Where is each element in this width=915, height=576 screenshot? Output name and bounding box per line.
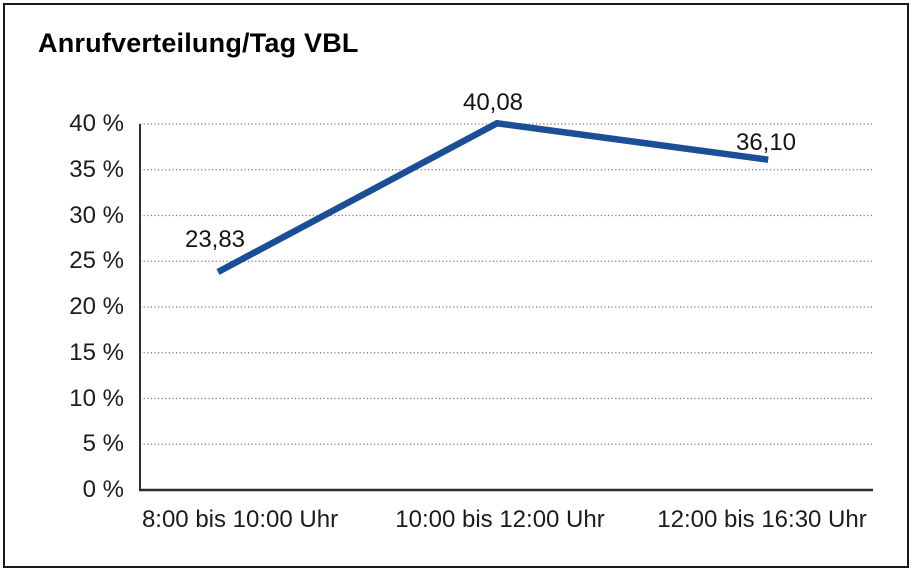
data-point-label: 23,83 — [184, 226, 246, 253]
y-axis-tick-label: 35 % — [69, 156, 124, 183]
chart-title: Anrufverteilung/Tag VBL — [38, 28, 359, 58]
y-axis-tick-label: 0 % — [82, 476, 124, 503]
y-axis-tick-label: 5 % — [82, 430, 124, 457]
y-axis-tick-label: 30 % — [69, 202, 124, 229]
x-axis-category-label: 10:00 bis 12:00 Uhr — [395, 506, 605, 533]
y-axis-tick-label: 10 % — [69, 385, 124, 412]
data-line — [216, 119, 769, 275]
y-axis-tick-label: 25 % — [69, 247, 124, 274]
data-point-label: 36,10 — [735, 129, 797, 156]
y-axis-tick-label: 15 % — [69, 339, 124, 366]
y-axis-tick-label: 40 % — [69, 110, 124, 137]
figure-border — [3, 3, 909, 568]
x-axis-category-label: 12:00 bis 16:30 Uhr — [657, 506, 867, 533]
x-axis-category-label: 8:00 bis 10:00 Uhr — [141, 506, 339, 533]
y-axis-tick-label: 20 % — [69, 293, 124, 320]
data-point-label: 40,08 — [462, 89, 524, 116]
